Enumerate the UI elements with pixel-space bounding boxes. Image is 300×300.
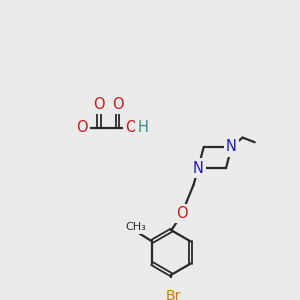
Text: H: H <box>137 120 148 135</box>
Text: N: N <box>193 161 204 176</box>
Text: CH₃: CH₃ <box>125 223 146 232</box>
Text: Br: Br <box>166 289 181 300</box>
Text: O: O <box>125 120 136 135</box>
Text: N: N <box>226 140 237 154</box>
Text: O: O <box>76 120 88 135</box>
Text: O: O <box>112 97 123 112</box>
Text: O: O <box>177 206 188 221</box>
Text: O: O <box>93 97 105 112</box>
